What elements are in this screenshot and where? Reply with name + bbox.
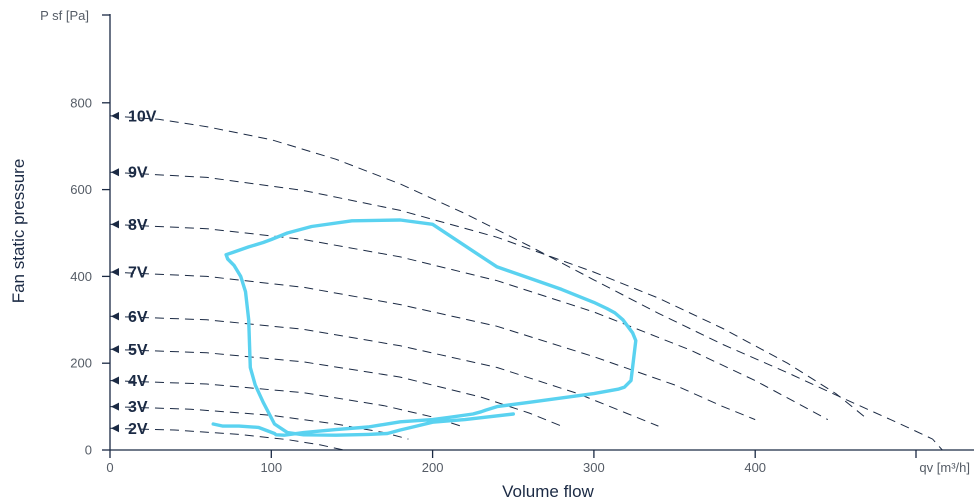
- axes: [109, 14, 974, 451]
- curve-5v: [109, 348, 562, 427]
- curve-arrow-icon: [111, 111, 119, 120]
- operating-envelope: [211, 218, 638, 437]
- curve-7v: [109, 271, 756, 421]
- curve-arrow-icon: [111, 168, 119, 177]
- curve-label-7v: 7V: [128, 265, 148, 282]
- curve-label-2v: 2V: [128, 421, 148, 438]
- curve-label-9v: 9V: [128, 165, 148, 182]
- voltage-curves: [109, 115, 943, 451]
- y-axis-title: Fan static pressure: [9, 159, 28, 304]
- curve-10v: [109, 115, 943, 451]
- y-tick-label: 200: [70, 356, 92, 371]
- curve-label-3v: 3V: [128, 399, 148, 416]
- curve-arrow-icon: [111, 376, 119, 385]
- y-tick-label: 600: [70, 182, 92, 197]
- x-tick-label: 300: [583, 460, 605, 475]
- curve-6v: [109, 315, 659, 427]
- curve-3v: [109, 406, 409, 440]
- curve-arrow-icon: [111, 220, 119, 229]
- x-unit-label: qv [m³/h]: [919, 460, 970, 475]
- y-tick-label: 0: [85, 443, 92, 458]
- curve-label-4v: 4V: [128, 373, 148, 390]
- envelope-line: [211, 218, 638, 437]
- curve-arrow-icon: [111, 424, 119, 433]
- x-tick-label: 0: [106, 460, 113, 475]
- curve-2v: [109, 427, 345, 451]
- curve-9v: [109, 171, 869, 420]
- curve-arrow-icon: [111, 268, 119, 277]
- x-axis-title: Volume flow: [502, 482, 594, 501]
- curve-labels: 10V 9V 8V 7V 6V 5V 4V 3V 2V: [111, 108, 157, 438]
- curve-arrow-icon: [111, 402, 119, 411]
- curve-label-5v: 5V: [128, 342, 148, 359]
- curve-label-6v: 6V: [128, 309, 148, 326]
- y-tick-label: 800: [70, 95, 92, 110]
- axis-ticks: 0 200 400 600 800 0 100 200 300 400: [70, 14, 917, 475]
- y-tick-label: 400: [70, 269, 92, 284]
- x-tick-label: 400: [744, 460, 766, 475]
- curve-8v: [109, 223, 829, 421]
- y-unit-label: P sf [Pa]: [40, 8, 89, 23]
- curve-label-10v: 10V: [128, 108, 157, 125]
- curve-label-8v: 8V: [128, 217, 148, 234]
- x-tick-label: 100: [260, 460, 282, 475]
- x-tick-label: 200: [422, 460, 444, 475]
- curve-arrow-icon: [111, 345, 119, 354]
- curve-arrow-icon: [111, 312, 119, 321]
